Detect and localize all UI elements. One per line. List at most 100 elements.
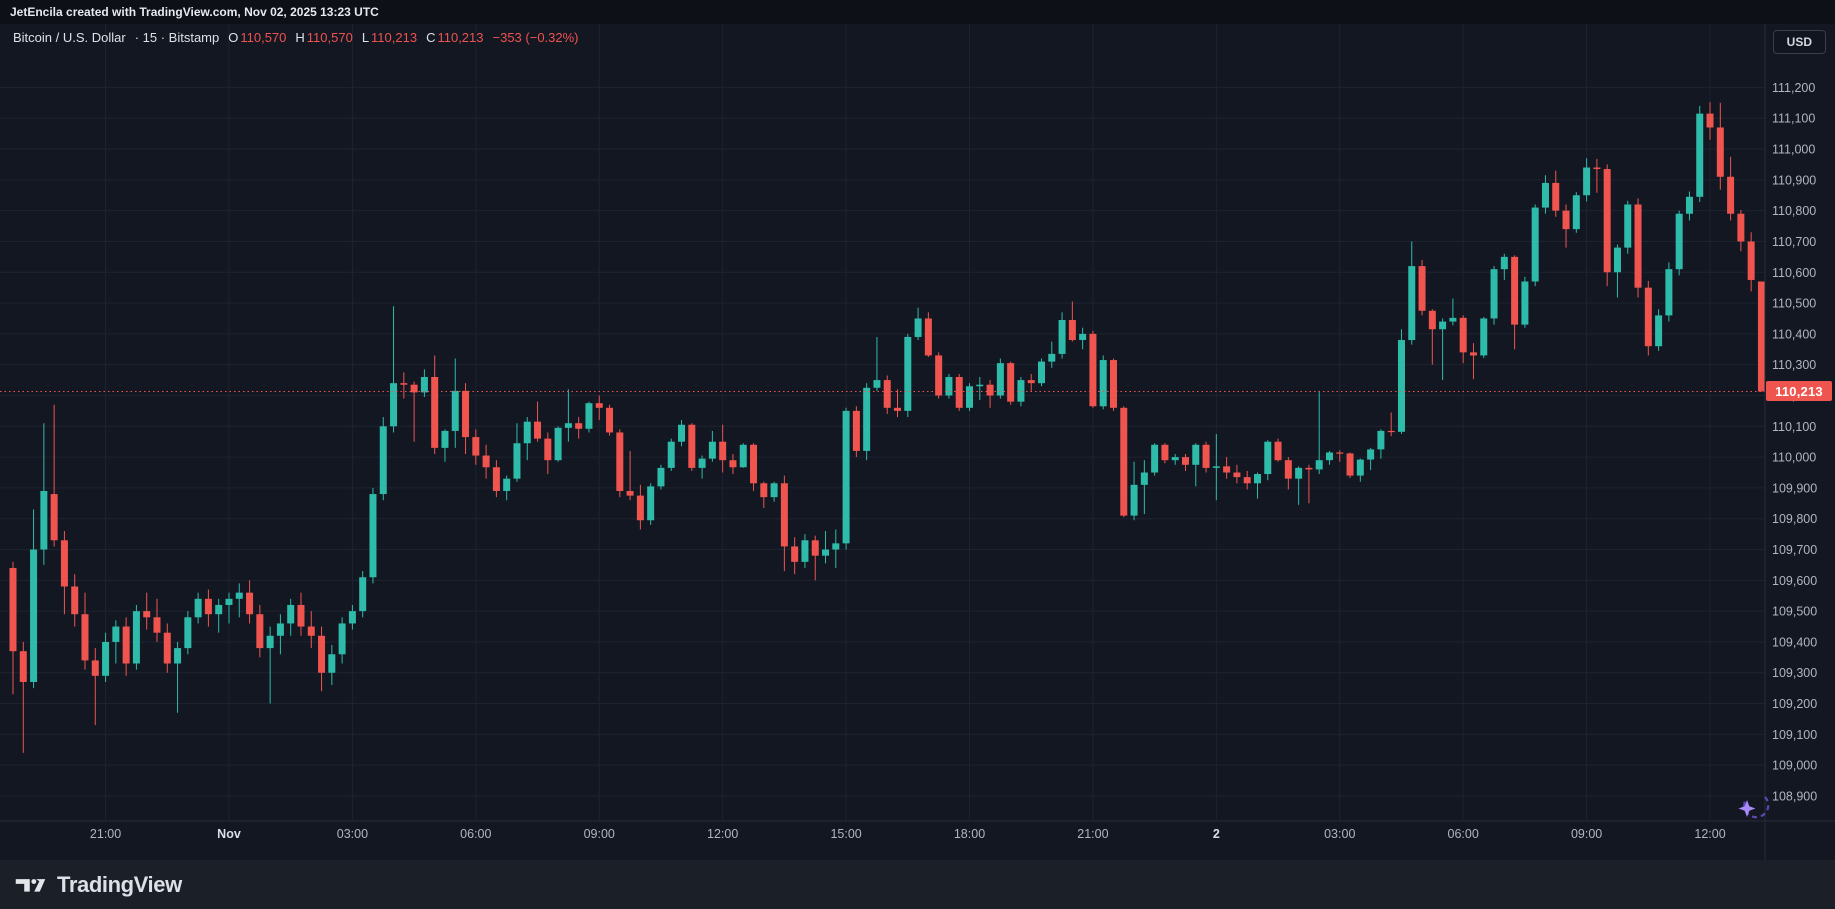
symbol-name[interactable]: Bitcoin / U.S. Dollar	[13, 30, 126, 45]
candle	[225, 592, 233, 624]
candlestick-plot[interactable]: 108,900 109,000 109,100 109,200 109,300 109,4…	[0, 24, 1835, 860]
time-axis[interactable]	[0, 821, 1765, 860]
candle	[1531, 204, 1539, 287]
time-tick-label: 12:00	[707, 827, 738, 841]
screenshot-title-bar: JetEncila created with TradingView.com, …	[0, 0, 1835, 24]
candle	[1480, 316, 1488, 358]
candle	[585, 401, 593, 433]
candle	[1233, 464, 1241, 484]
candle	[143, 592, 151, 630]
high-value: 110,570	[306, 30, 353, 45]
candle	[564, 389, 572, 442]
price-tick-label: 110,700	[1772, 235, 1816, 249]
time-tick-label: 21:00	[1077, 827, 1108, 841]
candle	[1192, 443, 1200, 487]
candle	[523, 417, 531, 461]
candle	[1552, 170, 1560, 217]
open-value: 110,570	[240, 30, 287, 45]
candle	[852, 406, 860, 458]
price-tick-label: 110,100	[1772, 420, 1816, 434]
price-tick-label: 109,700	[1772, 543, 1817, 557]
candle	[1593, 158, 1601, 193]
candle	[1346, 452, 1354, 479]
candle	[1130, 461, 1138, 521]
candle	[472, 429, 480, 465]
candle	[1634, 198, 1642, 298]
candle	[1274, 438, 1282, 462]
screenshot-title: JetEncila created with TradingView.com, …	[10, 5, 379, 19]
candle	[1449, 298, 1457, 326]
candle	[657, 464, 665, 490]
candle	[894, 389, 902, 418]
price-tick-label: 109,800	[1772, 512, 1817, 526]
candle	[369, 487, 377, 584]
candle	[626, 450, 634, 501]
price-axis[interactable]	[1765, 24, 1835, 821]
candle	[1469, 343, 1477, 380]
candle	[503, 475, 511, 501]
candle	[30, 509, 38, 689]
candle	[451, 358, 459, 448]
candle	[1048, 341, 1056, 368]
candle	[791, 537, 799, 575]
candle	[729, 454, 737, 475]
candle	[81, 592, 89, 670]
ai-sparkle-icon[interactable]	[1734, 786, 1774, 826]
brand-name[interactable]: TradingView	[57, 871, 182, 897]
candle	[1315, 390, 1323, 475]
candle	[698, 455, 706, 479]
candle	[256, 604, 264, 658]
candle	[575, 417, 583, 439]
candle	[1151, 443, 1159, 476]
price-tick-label: 110,800	[1772, 204, 1816, 218]
price-tick-label: 110,300	[1772, 358, 1816, 372]
candle	[462, 383, 470, 455]
candle	[390, 306, 398, 433]
legend-high: H 110,570	[295, 30, 352, 45]
price-tick-label: 111,200	[1772, 81, 1815, 95]
price-tick-label: 111,100	[1772, 112, 1815, 126]
low-value: 110,213	[371, 30, 418, 45]
time-tick-label: 03:00	[1324, 827, 1355, 841]
low-key: L	[361, 30, 370, 45]
candle	[1685, 191, 1693, 221]
change-value: −353 (−0.32%)	[492, 30, 579, 45]
chart-area: 108,900 109,000 109,100 109,200 109,300 109,4…	[0, 24, 1835, 860]
candle	[1367, 447, 1375, 471]
candle	[338, 617, 346, 664]
time-tick-label: Nov	[217, 827, 241, 841]
candle	[1243, 470, 1251, 490]
candle	[863, 383, 871, 461]
candle	[1140, 460, 1148, 515]
candle	[914, 307, 922, 341]
price-tick-label: 109,400	[1772, 635, 1817, 649]
price-tick-label: 109,100	[1772, 728, 1817, 742]
candle	[9, 561, 17, 695]
candle	[966, 383, 974, 411]
candle	[1284, 457, 1292, 490]
candle	[1079, 327, 1087, 350]
candle	[606, 404, 614, 436]
currency-button[interactable]: USD	[1772, 30, 1826, 54]
tradingview-logo-icon[interactable]	[15, 876, 46, 894]
candle	[1500, 253, 1508, 280]
candle	[1295, 466, 1303, 505]
candle	[1757, 281, 1765, 392]
candle	[215, 598, 223, 633]
candle	[379, 417, 387, 501]
time-tick-label: 09:00	[584, 827, 615, 841]
symbol-legend: Bitcoin / U.S. Dollar · 15 · Bitstamp O …	[13, 30, 579, 45]
open-key: O	[228, 30, 239, 45]
candle	[163, 623, 171, 673]
candle	[194, 592, 202, 624]
candle	[1264, 440, 1272, 481]
candle	[112, 620, 120, 664]
legend-low: L 110,213	[362, 30, 417, 45]
time-tick-label: 03:00	[337, 827, 368, 841]
candle	[1325, 450, 1333, 465]
candle	[595, 395, 603, 421]
candle	[945, 373, 953, 399]
candle	[102, 632, 110, 682]
candle	[1068, 301, 1076, 342]
